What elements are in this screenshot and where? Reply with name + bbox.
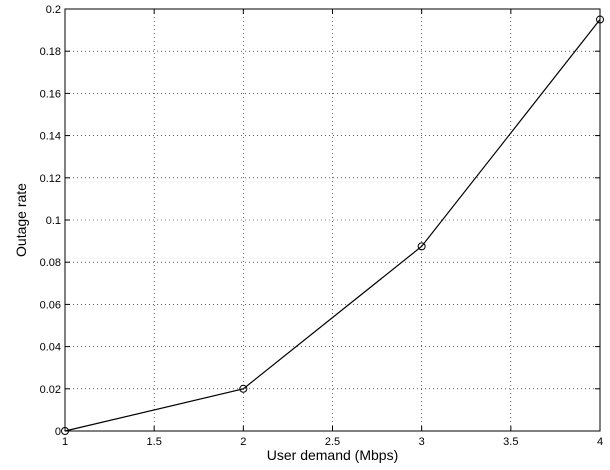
x-tick-label: 3	[419, 436, 425, 448]
y-tick-label: 0.1	[46, 215, 61, 227]
x-tick-label: 3.5	[503, 436, 518, 448]
x-tick-label: 1	[62, 436, 68, 448]
data-point	[239, 384, 248, 393]
x-tick-label: 2.5	[325, 436, 340, 448]
y-tick-label: 0.14	[40, 131, 61, 143]
data-point	[596, 15, 604, 24]
series-line	[64, 19, 601, 432]
data-point	[61, 427, 69, 435]
y-tick-label: 0.02	[40, 384, 61, 396]
x-axis-title: User demand (Mbps)	[267, 447, 399, 463]
y-tick-label: 0.16	[40, 88, 61, 100]
y-tick-label: 0.12	[40, 173, 61, 185]
y-tick-label: 0.2	[46, 4, 61, 16]
x-tick-label: 1.5	[147, 436, 162, 448]
y-tick-label: 0.04	[40, 342, 61, 354]
y-axis-title: Outage rate	[13, 183, 29, 257]
y-tick-label: 0.08	[40, 257, 61, 269]
series	[61, 15, 604, 435]
x-tick-label: 4	[597, 436, 603, 448]
y-tick-label: 0.18	[40, 46, 61, 58]
ticks: 1 1.5 2 2.5 3 3.5 4 0 0.02 0.04 0.06 0.08 0.1 0.12 0.1…	[40, 4, 603, 448]
y-tick-label: 0	[55, 426, 61, 438]
x-tick-label: 2	[240, 436, 246, 448]
data-point	[417, 242, 426, 251]
y-tick-label: 0.06	[40, 299, 61, 311]
